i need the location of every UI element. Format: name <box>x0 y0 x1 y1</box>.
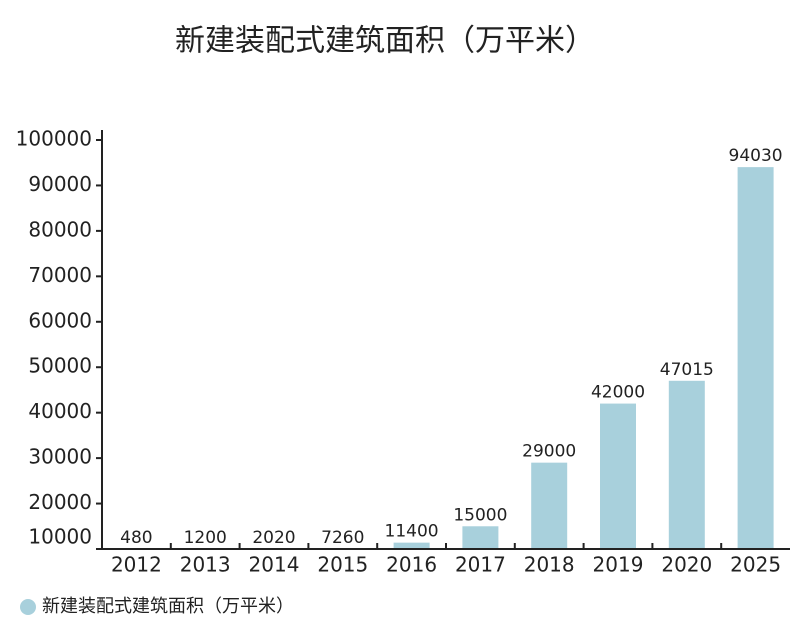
x-tick-label: 2016 <box>386 553 437 577</box>
y-tick-label: 60000 <box>28 308 92 332</box>
y-tick-label: 30000 <box>28 445 92 469</box>
y-tick-label: 10000 <box>28 525 92 549</box>
data-label: 7260 <box>321 528 364 548</box>
x-tick-label: 2025 <box>730 553 781 577</box>
y-tick-label: 100000 <box>16 127 92 151</box>
y-tick-label: 90000 <box>28 172 92 196</box>
bar <box>462 526 499 549</box>
y-tick-label: 20000 <box>28 490 92 514</box>
bar <box>531 462 568 549</box>
data-label: 94030 <box>729 146 783 166</box>
y-tick-label: 50000 <box>28 354 92 378</box>
x-tick-label: 2012 <box>111 553 162 577</box>
bar <box>600 403 636 549</box>
bar <box>737 167 774 549</box>
x-tick-label: 2017 <box>455 553 506 577</box>
data-label: 15000 <box>453 505 507 525</box>
x-tick-label: 2018 <box>524 553 575 577</box>
data-label: 29000 <box>522 442 576 462</box>
data-label: 47015 <box>660 360 714 380</box>
x-tick-label: 2014 <box>249 553 300 577</box>
data-label: 2020 <box>252 528 295 548</box>
data-label: 480 <box>120 528 152 548</box>
chart-title: 新建装配式建筑面积（万平米） <box>175 24 595 59</box>
x-tick-label: 2015 <box>317 553 368 577</box>
data-label: 11400 <box>385 522 439 542</box>
x-tick-label: 2013 <box>180 553 231 577</box>
data-label: 42000 <box>591 383 645 403</box>
bar <box>393 542 430 549</box>
legend-label: 新建装配式建筑面积（万平米） <box>42 596 294 617</box>
y-tick-label: 70000 <box>28 263 92 287</box>
y-tick-label: 40000 <box>28 399 92 423</box>
x-tick-label: 2020 <box>661 553 712 577</box>
data-label: 1200 <box>184 528 227 548</box>
y-tick-label: 80000 <box>28 217 92 241</box>
x-tick-label: 2019 <box>593 553 644 577</box>
bar <box>668 380 705 549</box>
legend-marker <box>20 599 36 615</box>
plot-area <box>393 167 774 549</box>
